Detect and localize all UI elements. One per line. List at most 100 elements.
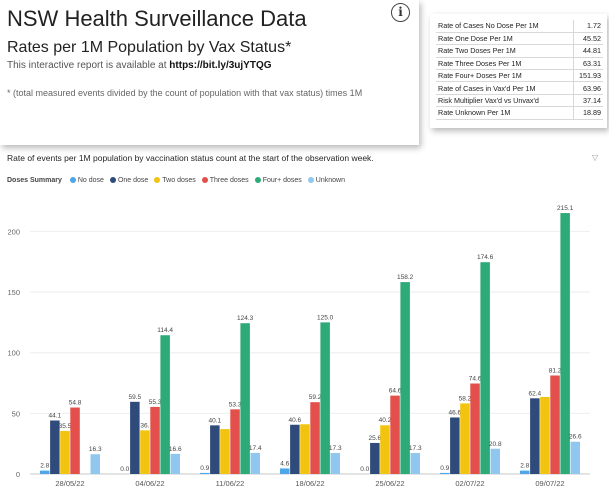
bar-data-label: 74.6 xyxy=(469,376,482,383)
bar-data-label: 0.9 xyxy=(200,465,209,472)
info-icon[interactable]: i xyxy=(391,3,410,22)
bar xyxy=(300,424,310,474)
bar xyxy=(550,375,560,474)
x-tick-label: 02/07/22 xyxy=(455,479,484,488)
bar xyxy=(240,323,250,474)
bar-data-label: 0.0 xyxy=(360,466,369,473)
bar-data-label: 59.5 xyxy=(129,394,142,401)
bar xyxy=(210,425,220,474)
bar xyxy=(70,407,80,474)
bar-data-label: 36. xyxy=(140,422,149,429)
rates-row: Rate Four+ Doses Per 1M 151.93 xyxy=(436,69,603,83)
bar-chart: 0 50 100 150 200 2.8 44.1 35.5 54.8 16.3 28/05/22 0… xyxy=(7,205,590,488)
legend-item[interactable]: One dose xyxy=(109,177,148,184)
bar-data-label: 54.8 xyxy=(69,400,82,407)
bar xyxy=(50,420,60,474)
bar xyxy=(460,403,470,474)
rates-row: Rate Two Doses Per 1M 44.81 xyxy=(436,44,603,58)
x-tick-label: 28/05/22 xyxy=(55,479,84,488)
rates-row-value: 44.81 xyxy=(572,44,603,58)
legend-swatch xyxy=(109,177,116,183)
rates-row-label: Risk Multiplier Vax'd vs Unvax'd xyxy=(436,94,573,108)
bar xyxy=(520,470,530,474)
bar-data-label: 4.6 xyxy=(280,460,289,467)
bar-data-label: 17.3 xyxy=(409,445,422,452)
rates-row-label: Rate Two Doses Per 1M xyxy=(436,44,573,58)
bar xyxy=(440,472,450,474)
bar xyxy=(410,453,420,474)
bar xyxy=(60,430,70,474)
bar-data-label: 2.8 xyxy=(40,463,49,470)
legend-item[interactable]: No dose xyxy=(69,176,104,184)
y-tick-label: 50 xyxy=(12,409,20,418)
bar-data-label: 215.1 xyxy=(557,205,574,212)
report-link[interactable]: https://bit.ly/3ujYTQG xyxy=(169,60,272,71)
x-tick-label: 18/06/22 xyxy=(295,479,324,488)
bar-data-label: 17.3 xyxy=(329,445,342,452)
bar xyxy=(160,335,170,474)
legend-item[interactable]: Three doses xyxy=(201,176,249,184)
y-tick-label: 100 xyxy=(7,349,20,358)
rates-row-label: Rate Four+ Doses Per 1M xyxy=(436,69,573,83)
bar xyxy=(90,454,100,474)
legend-swatch xyxy=(201,177,208,183)
rates-row-value: 151.93 xyxy=(572,69,603,83)
bar-data-label: 44.1 xyxy=(49,413,62,420)
rates-table-body: Rate of Cases No Dose Per 1M 1.72 Rate One… xyxy=(436,20,603,120)
bar xyxy=(540,396,550,474)
bar-chart-visual: 0 50 100 150 200 2.8 44.1 35.5 54.8 16.3 28/05/22 0… xyxy=(0,150,609,500)
bar-data-label: 2.8 xyxy=(520,463,529,470)
bar xyxy=(320,322,330,474)
bar-data-label: 17.4 xyxy=(249,445,262,452)
bar xyxy=(140,430,150,474)
bar xyxy=(490,448,500,474)
bar xyxy=(290,424,300,474)
bar xyxy=(230,409,240,474)
report-link-prefix: This interactive report is available at xyxy=(7,60,170,71)
rates-row: Rate One Dose Per 1M 45.52 xyxy=(436,32,603,46)
rates-row-label: Rate Three Doses Per 1M xyxy=(436,57,573,71)
bar-data-label: 16.6 xyxy=(169,446,182,453)
legend-item[interactable]: Unknown xyxy=(307,177,345,184)
legend-item[interactable]: Two doses xyxy=(154,177,196,184)
bar xyxy=(310,402,320,474)
legend-swatch xyxy=(307,177,314,183)
legend-label: No dose xyxy=(77,176,104,184)
bar-data-label: 81.2 xyxy=(549,368,562,375)
bar xyxy=(250,452,260,474)
bar-data-label: 124.3 xyxy=(237,315,254,322)
bar xyxy=(150,406,160,474)
x-tick-label: 11/06/22 xyxy=(216,479,245,488)
report-link-line: This interactive report is available at … xyxy=(7,59,411,73)
bar-data-label: 114.4 xyxy=(157,327,173,334)
bar-data-label: 125.0 xyxy=(317,314,334,321)
bar xyxy=(400,282,410,474)
bar xyxy=(220,429,230,474)
rates-row-label: Rate of Cases in Vax'd Per 1M xyxy=(436,81,573,95)
legend-swatch xyxy=(69,177,76,183)
bar xyxy=(380,425,390,474)
chart-title: Rate of events per 1M population by vacc… xyxy=(7,153,374,163)
bar-data-label: 174.6 xyxy=(477,254,494,261)
bar-data-label: 55.3 xyxy=(149,399,162,406)
legend-label: Three doses xyxy=(209,176,249,184)
report-info-card: NSW Health Surveillance Data Rates per 1… xyxy=(0,0,419,145)
bar-data-label: 20.8 xyxy=(489,441,502,448)
bar xyxy=(570,441,580,474)
bar xyxy=(470,383,480,474)
bar-data-label: 62.4 xyxy=(529,390,542,397)
bar xyxy=(390,395,400,474)
rates-row: Rate of Cases No Dose Per 1M 1.72 xyxy=(436,20,603,33)
bar xyxy=(560,213,570,474)
rates-table: Rate of Cases No Dose Per 1M 1.72 Rate One… xyxy=(436,20,603,120)
chart-legend: Doses Summary No dose One dose Two doses Th… xyxy=(7,174,351,186)
report-subtitle: Rates per 1M Population by Vax Status* xyxy=(7,39,292,56)
rates-row-label: Rate of Cases No Dose Per 1M xyxy=(436,20,573,33)
legend-item[interactable]: Four+ doses xyxy=(254,177,302,184)
filter-icon[interactable]: ▽ xyxy=(592,153,599,162)
legend-swatch xyxy=(154,177,161,183)
rates-row-value: 63.96 xyxy=(572,81,603,95)
bar xyxy=(370,442,380,474)
y-tick-label: 200 xyxy=(7,227,20,236)
bar xyxy=(280,468,290,474)
